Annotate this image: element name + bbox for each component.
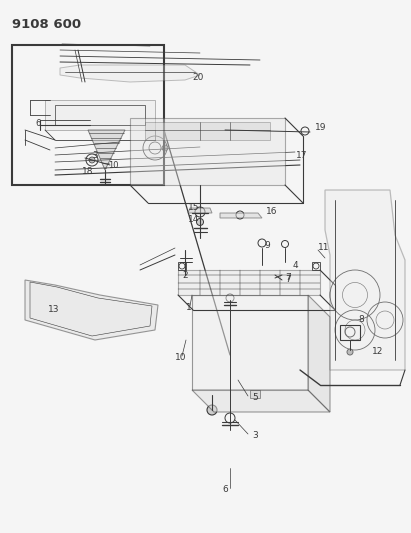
Polygon shape — [192, 390, 330, 412]
Polygon shape — [25, 280, 158, 340]
Polygon shape — [178, 270, 320, 295]
Text: 19: 19 — [315, 124, 326, 133]
Text: 2: 2 — [182, 271, 188, 280]
Polygon shape — [250, 390, 260, 398]
Text: 13: 13 — [48, 305, 60, 314]
Text: 3: 3 — [92, 150, 97, 159]
Text: 9: 9 — [264, 241, 270, 251]
Circle shape — [347, 349, 353, 355]
Text: 18: 18 — [82, 167, 93, 176]
Text: 16: 16 — [266, 207, 277, 216]
Text: 7: 7 — [285, 273, 291, 282]
Text: 20: 20 — [192, 74, 203, 83]
Circle shape — [207, 405, 217, 415]
Text: 17: 17 — [296, 151, 307, 160]
Text: 6: 6 — [35, 118, 40, 127]
Text: 6: 6 — [222, 486, 228, 495]
Polygon shape — [45, 100, 155, 130]
Text: 5: 5 — [252, 393, 258, 402]
Circle shape — [162, 145, 168, 151]
Polygon shape — [308, 295, 330, 412]
Polygon shape — [325, 190, 405, 370]
Polygon shape — [130, 118, 285, 185]
Text: 3: 3 — [252, 432, 258, 440]
Text: 11: 11 — [318, 244, 330, 253]
Text: 9108 600: 9108 600 — [12, 18, 81, 31]
Polygon shape — [145, 122, 270, 140]
Polygon shape — [188, 208, 212, 213]
Circle shape — [89, 157, 95, 163]
Text: 1: 1 — [186, 303, 192, 312]
Polygon shape — [192, 295, 308, 390]
Polygon shape — [60, 65, 200, 82]
Text: 4: 4 — [293, 262, 299, 271]
Polygon shape — [220, 213, 262, 218]
Circle shape — [196, 219, 203, 225]
Text: 12: 12 — [372, 348, 383, 357]
Text: 10: 10 — [175, 353, 187, 362]
Text: 14: 14 — [188, 215, 199, 224]
Polygon shape — [88, 130, 125, 170]
Text: 8: 8 — [358, 316, 364, 325]
Text: 10: 10 — [108, 160, 118, 169]
Text: 7: 7 — [285, 276, 291, 285]
Text: 15: 15 — [188, 204, 199, 213]
